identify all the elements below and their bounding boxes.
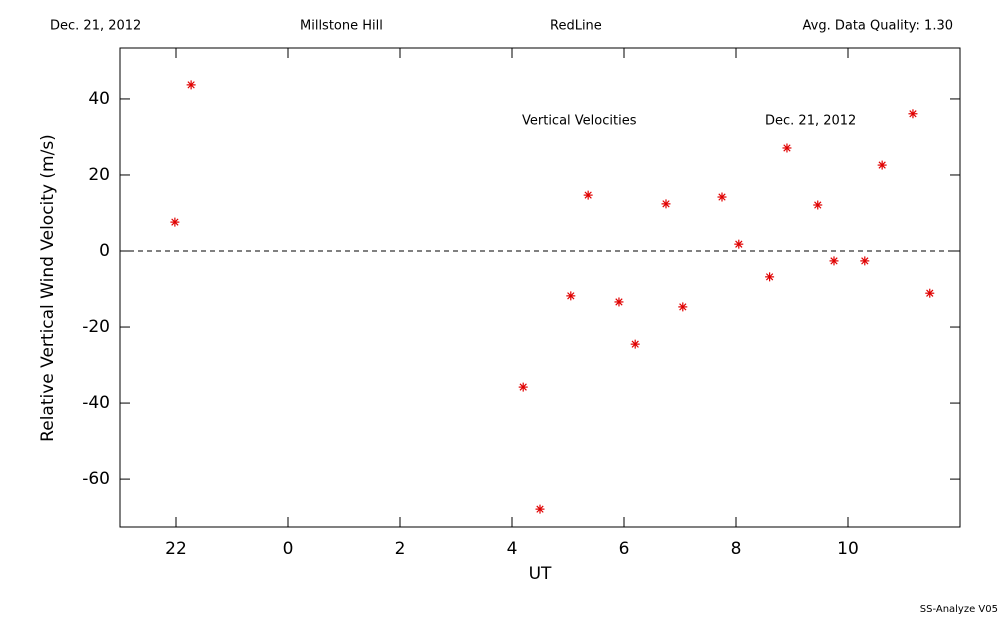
x-tick-label: 0 [283,539,294,559]
point [829,256,839,266]
point-stroke [735,240,743,248]
point [661,199,671,209]
point-stroke [783,144,791,152]
point [765,272,775,282]
annotation: Dec. 21, 2012 [765,114,856,129]
point-stroke [926,289,934,297]
footer: SS-Analyze V05 [920,604,998,615]
point-stroke [631,340,639,348]
point-stroke [718,193,726,201]
x-tick-label: 2 [395,539,406,559]
point-stroke [814,201,822,209]
point-stroke [861,257,869,265]
point-stroke [567,292,575,300]
y-tick-label: 20 [88,165,110,185]
point [583,190,593,200]
point [614,297,624,307]
point [186,80,196,90]
point [782,143,792,153]
point [908,109,918,119]
y-axis-label: Relative Vertical Wind Velocity (m/s) [38,134,58,442]
x-axis-label: UT [529,564,552,584]
header-date: Dec. 21, 2012 [50,19,141,34]
x-tick-label: 6 [619,539,630,559]
point-stroke [187,81,195,89]
point-stroke [536,505,544,513]
point-stroke [830,257,838,265]
point-stroke [662,200,670,208]
point [535,504,545,514]
point [630,339,640,349]
point-stroke [171,218,179,226]
point [566,291,576,301]
point [518,382,528,392]
header-quality: Avg. Data Quality: 1.30 [803,19,953,34]
y-tick-label: -40 [82,393,110,413]
y-tick-label: 0 [99,241,110,261]
point [717,192,727,202]
point-stroke [679,303,687,311]
point-stroke [878,161,886,169]
y-tick-label: -20 [82,317,110,337]
x-tick-label: 8 [731,539,742,559]
point [678,302,688,312]
point-stroke [615,298,623,306]
x-tick-label: 4 [507,539,518,559]
x-tick-label: 22 [165,539,187,559]
point [170,217,180,227]
header-site: Millstone Hill [300,19,383,34]
point-stroke [519,383,527,391]
y-tick-label: -60 [82,469,110,489]
header-line: RedLine [550,19,602,34]
point-stroke [909,110,917,118]
point-stroke [584,191,592,199]
point [877,160,887,170]
point [860,256,870,266]
point [734,239,744,249]
plot-frame [119,47,961,528]
point [813,200,823,210]
point [925,288,935,298]
x-tick-label: 10 [837,539,859,559]
y-tick-label: 40 [88,89,110,109]
point-stroke [765,273,774,281]
annotation: Vertical Velocities [522,114,637,129]
